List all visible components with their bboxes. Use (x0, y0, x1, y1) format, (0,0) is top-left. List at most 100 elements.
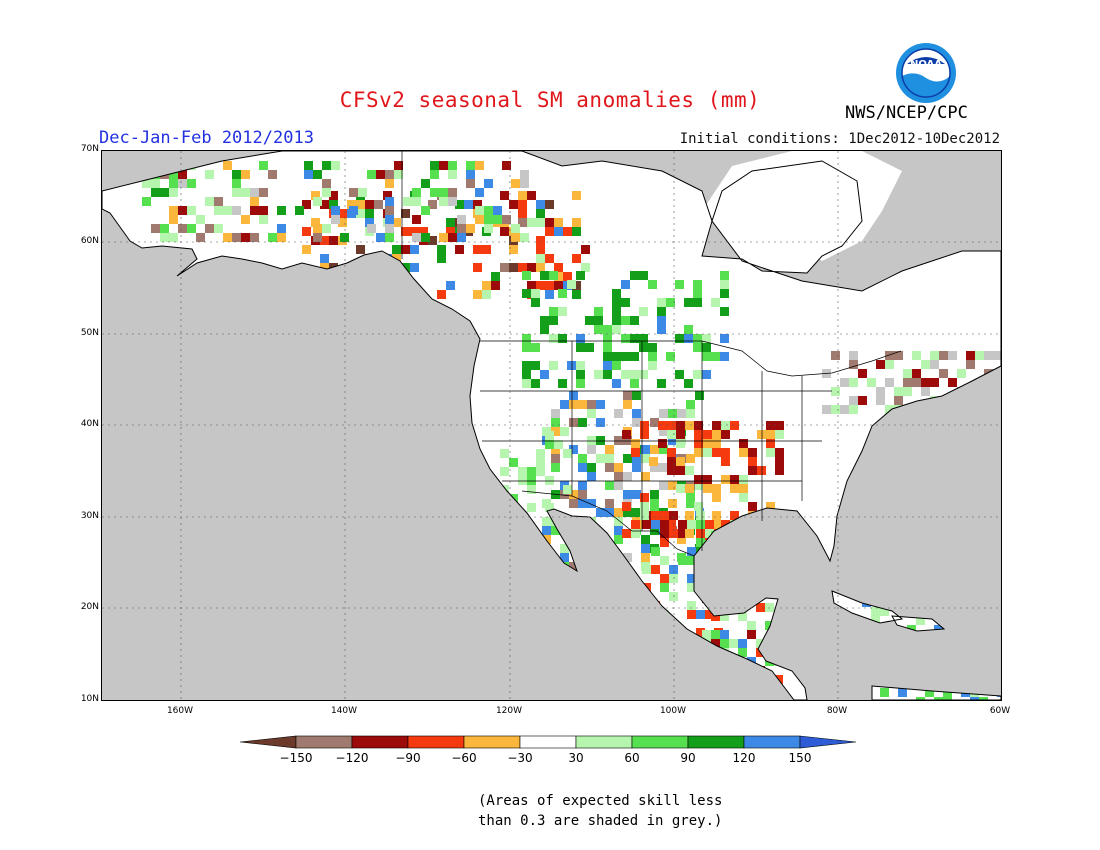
anomaly-cell (614, 481, 623, 490)
anomaly-cell (640, 421, 649, 430)
anomaly-cell (721, 448, 730, 457)
anomaly-cell (473, 290, 482, 299)
anomaly-cell (648, 343, 657, 352)
anomaly-cell (439, 233, 448, 242)
anomaly-cell (464, 200, 473, 209)
anomaly-cell (439, 161, 448, 170)
anomaly-cell (196, 215, 205, 224)
anomaly-cell (536, 263, 545, 272)
anomaly-cell (702, 370, 711, 379)
anomaly-cell (605, 463, 614, 472)
anomaly-cell (687, 547, 696, 556)
anomaly-cell (340, 233, 349, 242)
anomaly-cell (650, 463, 659, 472)
anomaly-cell (558, 289, 567, 298)
anomaly-cell (840, 378, 849, 387)
anomaly-cell (765, 621, 774, 630)
anomaly-cell (676, 421, 685, 430)
anomaly-cell (554, 227, 563, 236)
anomaly-cell (365, 218, 374, 227)
anomaly-cell (594, 325, 603, 334)
anomaly-cell (632, 391, 641, 400)
anomaly-cell (668, 409, 677, 418)
anomaly-cell (916, 616, 925, 625)
anomaly-cell (948, 378, 957, 387)
anomaly-cell (693, 289, 702, 298)
anomaly-cell (578, 418, 587, 427)
anomaly-cell (205, 197, 214, 206)
anomaly-cell (876, 387, 885, 396)
season-label: Dec-Jan-Feb 2012/2013 (99, 128, 314, 148)
anomaly-cell (554, 218, 563, 227)
anomaly-cell (223, 161, 232, 170)
anomaly-cell (712, 484, 721, 493)
anomaly-cell (775, 430, 784, 439)
anomaly-cell (365, 209, 374, 218)
anomaly-cell (410, 245, 419, 254)
anomaly-cell (596, 436, 605, 445)
anomaly-cell (657, 325, 666, 334)
anomaly-cell (849, 405, 858, 414)
anomaly-cell (603, 334, 612, 343)
anomaly-cell (766, 430, 775, 439)
anomaly-cell (640, 493, 649, 502)
anomaly-cell (437, 290, 446, 299)
anomaly-cell (578, 400, 587, 409)
anomaly-cell (614, 409, 623, 418)
anomaly-cell (527, 218, 536, 227)
anomaly-cell (500, 191, 509, 200)
anomaly-cell (401, 227, 410, 236)
anomaly-cell (930, 378, 939, 387)
lon-label-120w: 120W (495, 706, 523, 716)
anomaly-cell (356, 209, 365, 218)
anomaly-cell (581, 245, 590, 254)
anomaly-cell (558, 307, 567, 316)
anomaly-cell (766, 448, 775, 457)
anomaly-cell (428, 200, 437, 209)
anomaly-cell (551, 427, 560, 436)
anomaly-cell (621, 352, 630, 361)
colorbar-tick-label: 120 (732, 751, 756, 765)
anomaly-cell (560, 490, 569, 499)
anomaly-cell (676, 484, 685, 493)
anomaly-cell (551, 454, 560, 463)
anomaly-cell (970, 697, 979, 700)
anomaly-cell (403, 197, 412, 206)
anomaly-cell (641, 472, 650, 481)
anomaly-cell (536, 209, 545, 218)
colorbar-tick-label: 90 (680, 751, 696, 765)
anomaly-cell (630, 379, 639, 388)
anomaly-cell (187, 206, 196, 215)
anomaly-cell (939, 351, 948, 360)
anomaly-cell (473, 263, 482, 272)
anomaly-cell (518, 200, 527, 209)
anomaly-cell (775, 448, 784, 457)
anomaly-cell (160, 224, 169, 233)
anomaly-cell (632, 508, 641, 517)
anomaly-cell (572, 254, 581, 263)
skill-note-line-2: than 0.3 are shaded in grey.) (478, 813, 723, 829)
anomaly-cell (551, 445, 560, 454)
anomaly-cell (614, 463, 623, 472)
anomaly-cell (639, 370, 648, 379)
anomaly-cell (721, 421, 730, 430)
anomaly-cell (676, 466, 685, 475)
anomaly-cell (178, 170, 187, 179)
anomaly-cell (831, 351, 840, 360)
anomaly-cell (527, 476, 536, 485)
colorbar-tick-label: −120 (335, 751, 369, 765)
anomaly-cell (563, 449, 572, 458)
anomaly-cell (241, 215, 250, 224)
anomaly-cell (898, 688, 907, 697)
anomaly-cell (347, 200, 356, 209)
anomaly-cell (639, 307, 648, 316)
anomaly-cell (587, 463, 596, 472)
anomaly-cell (621, 298, 630, 307)
anomaly-cell (943, 697, 952, 700)
anomaly-cell (921, 378, 930, 387)
anomaly-cell (660, 511, 669, 520)
anomaly-cell (302, 227, 311, 236)
anomaly-cell (711, 630, 720, 639)
anomaly-cell (576, 361, 585, 370)
anomaly-cell (614, 472, 623, 481)
